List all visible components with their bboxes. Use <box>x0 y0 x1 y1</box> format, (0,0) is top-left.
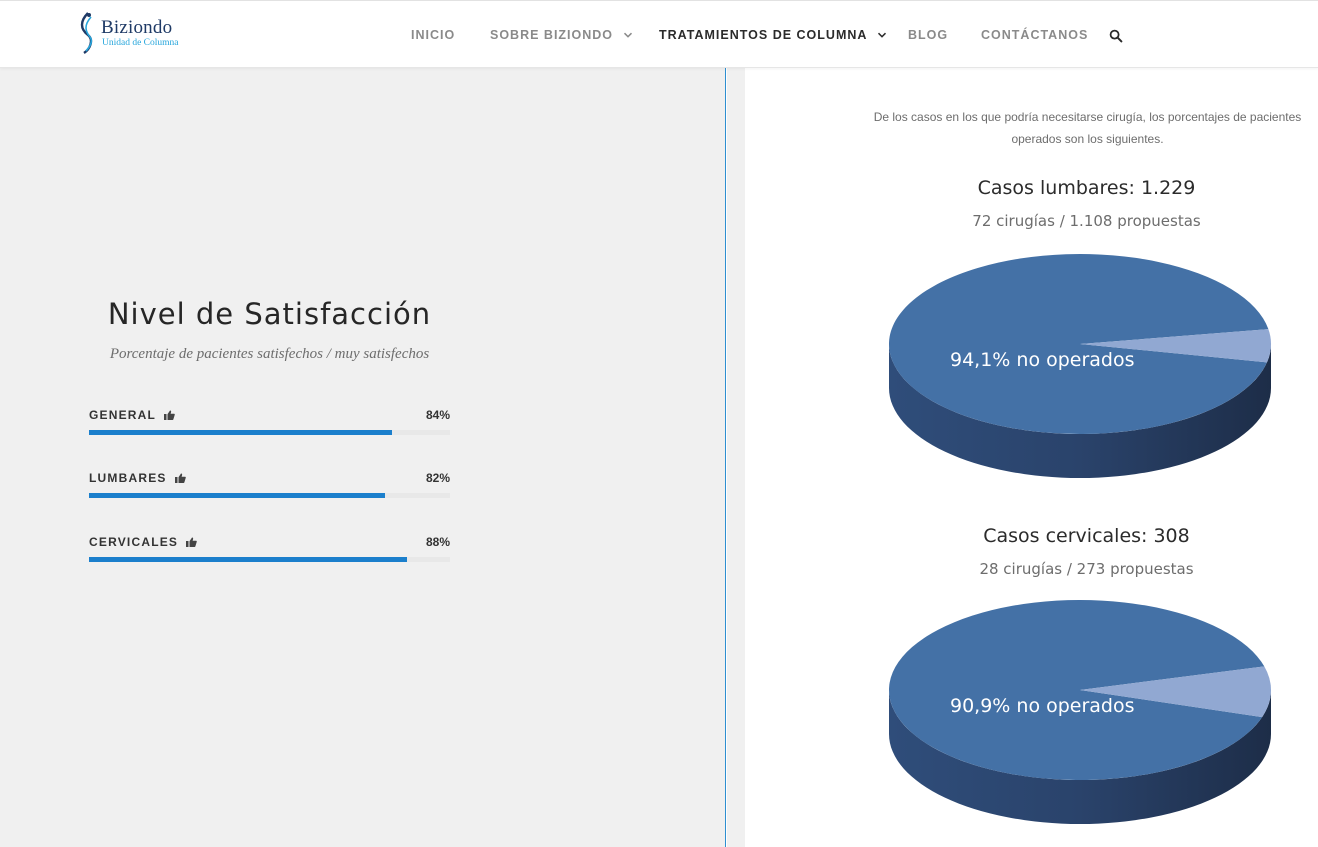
thumbs-up-icon <box>174 473 186 483</box>
nav-label: SOBRE BIZIONDO <box>490 28 614 42</box>
case-title-cervicales: Casos cervicales: 308 <box>983 525 1190 547</box>
bar-percent: 88% <box>425 535 450 549</box>
nav-blog[interactable]: BLOG <box>908 28 948 42</box>
logo[interactable]: Biziondo Unidad de Columna <box>76 11 206 55</box>
pie-side-wall <box>889 690 1271 824</box>
pie-slice-not-operated <box>889 600 1265 780</box>
pie-chart-cervicales: 90,9% no operados <box>889 600 1271 824</box>
nav-contactanos[interactable]: CONTÁCTANOS <box>981 28 1088 42</box>
bar-fill <box>89 493 386 498</box>
case-subtitle-cervicales: 28 cirugías / 273 propuestas <box>979 560 1194 578</box>
bar-fill <box>89 430 393 435</box>
logo-mark-icon <box>80 12 93 54</box>
pie-chart-lumbares: 94,1% no operados <box>888 254 1271 478</box>
chevron-down-icon <box>624 32 633 38</box>
pie-data-label: 90,9% no operados <box>950 695 1135 717</box>
chevron-down-icon <box>878 32 887 38</box>
nav-label: TRATAMIENTOS DE COLUMNA <box>659 28 868 42</box>
satisfaction-subtitle: Porcentaje de pacientes satisfechos / mu… <box>109 346 430 362</box>
site-header: Biziondo Unidad de Columna INICIO SOBRE … <box>0 0 1318 68</box>
nav-tratamientos[interactable]: TRATAMIENTOS DE COLUMNA <box>659 28 887 42</box>
nav-label: BLOG <box>908 28 949 42</box>
bar-track <box>89 557 450 562</box>
pie-slice-operated <box>1080 329 1271 363</box>
pie-slice-operated <box>1080 666 1271 718</box>
bar-fill <box>89 557 407 562</box>
thumbs-up-icon <box>164 410 175 420</box>
pie-data-label: 94,1% no operados <box>950 349 1135 371</box>
logo-subtitle: Unidad de Columna <box>102 38 179 48</box>
surgery-panel: De los casos en los que podría necesitar… <box>745 68 1318 847</box>
bar-percent: 84% <box>425 408 450 422</box>
column-gap <box>727 68 745 847</box>
satisfaction-panel <box>0 68 726 847</box>
bar-label: GENERAL <box>89 408 157 422</box>
pie-slice-not-operated <box>888 254 1269 434</box>
nav-sobre-biziondo[interactable]: SOBRE BIZIONDO <box>490 28 633 42</box>
pie-side-wall <box>889 344 1271 478</box>
case-subtitle-lumbares: 72 cirugías / 1.108 propuestas <box>972 212 1201 230</box>
bar-label: CERVICALES <box>89 535 179 549</box>
bar-track <box>89 430 450 435</box>
nav-label: CONTÁCTANOS <box>981 28 1089 42</box>
satisfaction-title: Nivel de Satisfacción <box>107 297 432 331</box>
case-title-lumbares: Casos lumbares: 1.229 <box>977 177 1196 199</box>
nav-label: INICIO <box>411 28 456 42</box>
thumbs-up-icon <box>186 537 197 547</box>
bar-label: LUMBARES <box>89 471 167 485</box>
surgery-intro: De los casos en los que podría necesitar… <box>873 110 1302 146</box>
search-icon[interactable] <box>1109 29 1123 43</box>
bar-percent: 82% <box>425 471 450 485</box>
logo-name: Biziondo <box>101 17 173 38</box>
bar-track <box>89 493 450 498</box>
nav-inicio[interactable]: INICIO <box>411 28 455 42</box>
